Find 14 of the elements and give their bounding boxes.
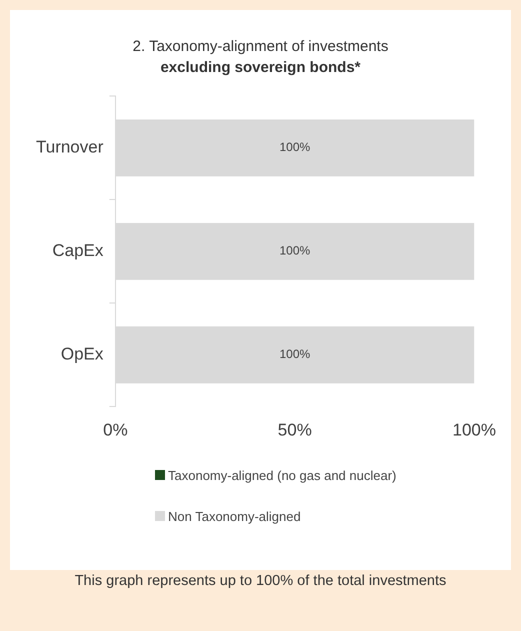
legend-label: Taxonomy-aligned (no gas and nuclear) [168, 468, 396, 482]
y-tick-label: Turnover [36, 138, 104, 157]
chart-subtitle: excluding sovereign bonds* [159, 58, 362, 78]
data-label: 100% [279, 347, 310, 362]
data-label: 100% [279, 244, 310, 258]
y-tick-label: CapEx [52, 241, 104, 260]
data-label: 100% [279, 140, 310, 154]
chart-title: 2. Taxonomy-alignment of investments [132, 37, 390, 57]
x-tick-label: 50% [278, 420, 312, 440]
y-tick-label: OpEx [60, 344, 104, 364]
legend-label: Non Taxonomy-aligned [168, 508, 301, 524]
x-tick-label: 100% [452, 420, 496, 440]
text: This graph represents up to 100% of the total investments [74, 573, 448, 589]
x-tick-label: 0% [103, 420, 128, 440]
